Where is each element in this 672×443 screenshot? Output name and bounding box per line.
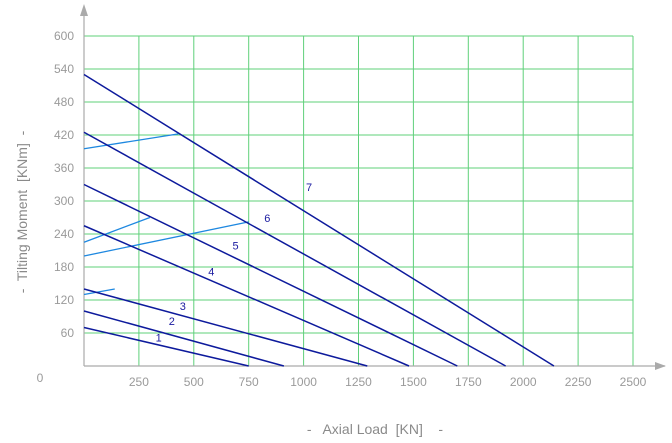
y-tick-label: 600 xyxy=(54,29,74,43)
curve-label-5: 5 xyxy=(232,240,238,252)
x-tick-labels: 250 500 750 1000 1250 1500 1750 2000 2250 2500 xyxy=(129,375,647,389)
limit-line xyxy=(83,221,249,257)
x-tick-label: 1750 xyxy=(455,375,482,389)
curve-labels: 123 4 5 6 7 xyxy=(156,182,313,344)
x-tick-label: 1000 xyxy=(290,375,317,389)
curve-label-1: 1 xyxy=(156,332,162,344)
y-axis-title: - Tilting Moment [KNm] - xyxy=(14,130,30,293)
grid xyxy=(84,35,634,366)
x-tick-label: 2500 xyxy=(620,375,647,389)
x-tick-label: 1250 xyxy=(345,375,372,389)
y-tick-label: 360 xyxy=(54,161,74,175)
curve-label-7: 7 xyxy=(306,182,312,194)
y-tick-label: 120 xyxy=(54,293,74,307)
series-lines xyxy=(83,73,555,367)
y-tick-label: 540 xyxy=(54,62,74,76)
curve-label-3: 3 xyxy=(180,301,186,313)
curve-label-6: 6 xyxy=(264,213,270,225)
x-tick-label: 1500 xyxy=(400,375,427,389)
limit-line xyxy=(83,288,115,296)
limit-line xyxy=(83,133,179,150)
origin-tick-label: 0 xyxy=(37,371,44,385)
limit-lines xyxy=(83,133,249,296)
series-line-5 xyxy=(83,183,458,367)
series-line-6 xyxy=(83,131,506,367)
y-tick-label: 420 xyxy=(54,128,74,142)
x-tick-label: 2000 xyxy=(510,375,537,389)
x-tick-label: 750 xyxy=(239,375,259,389)
x-axis-arrow xyxy=(655,362,666,370)
curve-label-4: 4 xyxy=(208,266,214,278)
y-axis-arrow xyxy=(80,4,88,16)
y-tick-label: 180 xyxy=(54,260,74,274)
series-line-7 xyxy=(83,73,555,367)
series-line-4 xyxy=(83,225,410,367)
y-tick-labels: 60 120 180 240 300 360 420 480 540 600 xyxy=(54,29,74,340)
y-tick-label: 240 xyxy=(54,227,74,241)
x-tick-label: 500 xyxy=(184,375,204,389)
series-line-2 xyxy=(83,310,285,367)
y-tick-label: 300 xyxy=(54,194,74,208)
y-tick-label: 60 xyxy=(61,326,75,340)
x-tick-label: 250 xyxy=(129,375,149,389)
series-line-1 xyxy=(83,326,249,367)
y-tick-label: 480 xyxy=(54,95,74,109)
limit-line xyxy=(83,216,151,243)
series-line-3 xyxy=(83,288,368,367)
curve-label-2: 2 xyxy=(169,316,175,328)
x-axis-title: - Axial Load [KN] - xyxy=(307,421,444,437)
axes xyxy=(80,4,666,370)
x-tick-label: 2250 xyxy=(565,375,592,389)
